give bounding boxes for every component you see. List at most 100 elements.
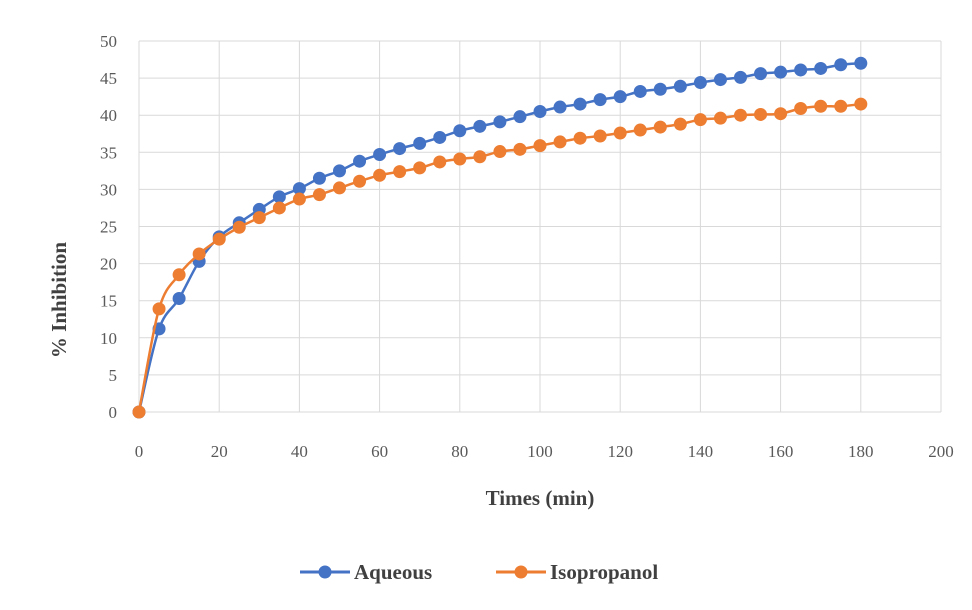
x-axis-title: Times (min) — [486, 486, 595, 510]
x-tick-label: 80 — [451, 442, 468, 461]
y-tick-label: 25 — [100, 218, 117, 237]
data-point-aqueous — [573, 97, 587, 111]
data-point-aqueous — [172, 291, 186, 305]
data-point-aqueous — [312, 171, 326, 185]
legend-item-isopropanol: Isopropanol — [496, 560, 658, 584]
data-point-isopropanol — [653, 120, 667, 134]
data-point-isopropanol — [834, 99, 848, 113]
series-isopropanol — [132, 97, 868, 419]
data-point-isopropanol — [573, 131, 587, 145]
data-point-aqueous — [754, 67, 768, 81]
data-point-isopropanol — [854, 97, 868, 111]
legend-item-aqueous: Aqueous — [300, 560, 432, 584]
legend-marker-aqueous — [318, 565, 332, 579]
data-point-isopropanol — [232, 220, 246, 234]
data-point-aqueous — [814, 61, 828, 75]
x-tick-label: 180 — [848, 442, 874, 461]
data-point-aqueous — [713, 73, 727, 87]
x-tick-label: 160 — [768, 442, 794, 461]
data-point-isopropanol — [754, 107, 768, 121]
data-point-aqueous — [653, 82, 667, 96]
data-point-aqueous — [433, 130, 447, 144]
data-point-isopropanol — [413, 161, 427, 175]
data-point-isopropanol — [734, 108, 747, 122]
data-point-aqueous — [633, 84, 647, 98]
data-point-isopropanol — [192, 247, 206, 261]
data-point-isopropanol — [713, 111, 727, 125]
data-point-isopropanol — [693, 113, 707, 127]
data-point-aqueous — [413, 136, 427, 150]
y-tick-label: 20 — [100, 255, 117, 274]
x-tick-label: 60 — [371, 442, 388, 461]
data-point-aqueous — [693, 76, 707, 90]
data-point-aqueous — [794, 63, 808, 77]
data-point-aqueous — [734, 70, 747, 84]
gridlines — [138, 40, 942, 413]
data-point-aqueous — [533, 104, 547, 118]
data-point-aqueous — [473, 119, 487, 133]
x-tick-label: 0 — [135, 442, 144, 461]
data-point-isopropanol — [312, 188, 326, 202]
series-aqueous — [132, 56, 868, 419]
data-point-isopropanol — [353, 174, 367, 188]
y-tick-label: 0 — [109, 403, 118, 422]
data-point-isopropanol — [774, 107, 788, 121]
x-tick-label: 140 — [688, 442, 714, 461]
data-point-isopropanol — [633, 123, 647, 137]
y-tick-label: 10 — [100, 329, 117, 348]
data-point-isopropanol — [593, 129, 607, 143]
y-tick-label: 35 — [100, 143, 117, 162]
data-point-isopropanol — [814, 99, 828, 113]
data-point-aqueous — [272, 190, 286, 204]
legend-label-isopropanol: Isopropanol — [550, 560, 658, 584]
data-point-aqueous — [593, 93, 607, 107]
data-point-isopropanol — [152, 302, 166, 316]
y-axis-title: % Inhibition — [47, 242, 71, 358]
y-tick-label: 30 — [100, 180, 117, 199]
x-tick-label: 200 — [928, 442, 954, 461]
data-point-aqueous — [333, 164, 346, 178]
x-tick-label: 100 — [527, 442, 553, 461]
tick-labels: 0 5 10 15 20 25 30 35 40 45 50 0 20 40 60 80 100 120 140 16… — [100, 32, 954, 461]
data-point-aqueous — [854, 56, 868, 70]
y-tick-label: 5 — [109, 366, 118, 385]
legend-label-aqueous: Aqueous — [354, 560, 432, 584]
data-point-aqueous — [353, 154, 367, 168]
data-point-aqueous — [453, 124, 467, 138]
data-point-isopropanol — [473, 150, 487, 164]
data-point-aqueous — [393, 142, 407, 156]
y-tick-label: 40 — [100, 106, 117, 125]
data-point-isopropanol — [393, 165, 407, 179]
data-point-isopropanol — [172, 268, 186, 282]
data-series — [132, 56, 868, 419]
data-point-isopropanol — [132, 405, 146, 419]
data-point-aqueous — [834, 58, 848, 72]
data-point-isopropanol — [252, 211, 266, 225]
data-point-isopropanol — [493, 145, 507, 159]
data-point-aqueous — [373, 148, 387, 162]
data-point-aqueous — [774, 65, 788, 79]
data-point-aqueous — [513, 110, 527, 124]
y-tick-label: 15 — [100, 292, 117, 311]
data-point-isopropanol — [673, 117, 687, 131]
x-tick-label: 120 — [607, 442, 633, 461]
data-point-isopropanol — [533, 139, 547, 153]
data-point-isopropanol — [794, 102, 808, 116]
data-point-aqueous — [292, 182, 306, 196]
legend-marker-isopropanol — [514, 565, 528, 579]
data-point-aqueous — [613, 90, 627, 104]
data-point-isopropanol — [513, 142, 527, 156]
legend: Aqueous Isopropanol — [300, 560, 658, 584]
data-point-aqueous — [493, 115, 507, 129]
data-point-isopropanol — [333, 181, 346, 195]
x-tick-label: 20 — [211, 442, 228, 461]
data-point-isopropanol — [373, 168, 387, 182]
data-point-isopropanol — [272, 201, 286, 215]
data-point-isopropanol — [212, 232, 226, 246]
y-tick-label: 50 — [100, 32, 117, 51]
data-point-aqueous — [553, 100, 567, 114]
y-tick-label: 45 — [100, 69, 117, 88]
